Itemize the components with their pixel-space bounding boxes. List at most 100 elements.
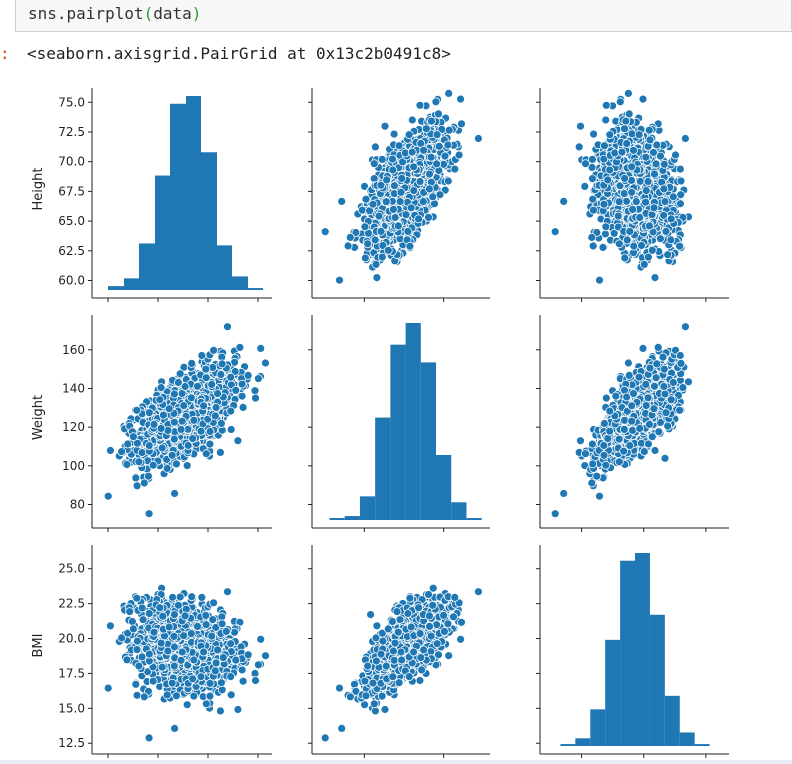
scatter-point bbox=[599, 199, 609, 209]
scatter-point bbox=[226, 425, 236, 434]
hist-bar bbox=[390, 344, 406, 520]
scatter-point bbox=[635, 213, 645, 222]
scatter-point bbox=[189, 415, 199, 425]
hist-bar bbox=[155, 175, 170, 290]
hist-bar bbox=[108, 286, 124, 290]
scatter-point bbox=[619, 189, 629, 199]
hist-bar bbox=[329, 518, 345, 520]
scatter-point bbox=[617, 147, 627, 157]
hist-bar bbox=[217, 245, 232, 290]
scatter-point bbox=[401, 210, 411, 220]
scatter-point bbox=[589, 129, 598, 139]
y-tick-label: 100 bbox=[62, 459, 85, 473]
scatter-point bbox=[676, 199, 685, 209]
y-tick-label: 67.5 bbox=[58, 184, 85, 198]
y-tick-label: 72.5 bbox=[58, 125, 85, 139]
scatter-point bbox=[394, 141, 404, 151]
scatter-point bbox=[148, 460, 158, 470]
code-cell[interactable]: sns.pairplot(data) bbox=[15, 0, 792, 32]
scatter-point bbox=[177, 416, 187, 426]
scatter-point bbox=[660, 197, 670, 207]
scatter-point bbox=[223, 322, 232, 332]
scatter-point bbox=[213, 389, 223, 399]
scatter-point bbox=[197, 351, 207, 360]
scatter-point bbox=[641, 152, 651, 162]
scatter-point bbox=[409, 186, 419, 196]
scatter-point bbox=[671, 150, 680, 160]
scatter-point bbox=[182, 461, 192, 471]
scatter-point bbox=[405, 241, 415, 251]
scatter-point bbox=[660, 453, 670, 463]
scatter-point bbox=[144, 408, 154, 418]
scatter-points bbox=[550, 89, 693, 285]
scatter-point bbox=[320, 227, 330, 237]
scatter-point bbox=[622, 196, 631, 206]
scatter-point bbox=[620, 173, 629, 183]
scatter-point bbox=[621, 116, 631, 126]
scatter-point bbox=[251, 393, 260, 403]
scatter-point bbox=[357, 205, 367, 215]
scatter-point bbox=[369, 159, 379, 169]
scatter-point bbox=[372, 273, 382, 283]
scatter-points bbox=[320, 89, 483, 285]
hist-bar bbox=[170, 103, 186, 290]
scatter-point bbox=[595, 275, 604, 285]
hist-bar bbox=[436, 454, 452, 520]
scatter-point bbox=[201, 449, 211, 459]
scatter-point bbox=[382, 175, 392, 185]
scatter-point bbox=[117, 447, 126, 457]
scatter-point bbox=[675, 164, 685, 174]
hist-bar bbox=[375, 417, 391, 520]
scatter-point bbox=[650, 273, 660, 283]
scatter-point bbox=[615, 97, 625, 107]
scatter-point bbox=[559, 196, 569, 206]
scatter-point bbox=[414, 214, 424, 224]
scatter-point bbox=[627, 162, 637, 172]
scatter-point bbox=[103, 491, 113, 501]
scatter-point bbox=[238, 402, 248, 412]
scatter-point bbox=[377, 252, 387, 262]
scatter-point bbox=[193, 381, 202, 391]
scatter-point bbox=[639, 259, 649, 269]
scatter-point bbox=[388, 154, 397, 164]
scatter-point bbox=[237, 379, 247, 389]
scatter-point bbox=[418, 197, 428, 207]
scatter-point bbox=[209, 345, 219, 355]
scatter-point bbox=[250, 386, 260, 396]
scatter-point bbox=[403, 226, 413, 236]
scatter-point bbox=[388, 165, 398, 175]
scatter-point bbox=[351, 228, 361, 237]
panel-height-vs-bmi bbox=[536, 88, 729, 302]
scatter-point bbox=[156, 383, 166, 393]
scatter-point bbox=[243, 370, 253, 380]
scatter-point bbox=[380, 121, 390, 131]
scatter-point bbox=[676, 190, 686, 200]
scatter-point bbox=[614, 239, 624, 249]
scatter-point bbox=[631, 197, 641, 207]
scatter-point bbox=[622, 235, 632, 245]
panel-weight-vs-weight bbox=[308, 315, 490, 532]
y-axis-label: Weight bbox=[31, 395, 46, 440]
scatter-point bbox=[389, 129, 399, 139]
scatter-point bbox=[663, 250, 673, 260]
scatter-point bbox=[668, 192, 678, 202]
scatter-point bbox=[337, 196, 347, 206]
scatter-point bbox=[681, 134, 690, 143]
scatter-points bbox=[550, 322, 693, 519]
scatter-point bbox=[396, 187, 406, 197]
scatter-point bbox=[450, 164, 460, 174]
hist-bar bbox=[420, 362, 437, 520]
scatter-point bbox=[137, 448, 147, 458]
scatter-point bbox=[614, 197, 624, 207]
scatter-point bbox=[601, 222, 611, 232]
scatter-point bbox=[390, 213, 400, 222]
scatter-point bbox=[370, 235, 380, 245]
scatter-point bbox=[134, 457, 144, 467]
scatter-point bbox=[393, 221, 403, 231]
output-text[interactable]: <seaborn.axisgrid.PairGrid at 0x13c2b049… bbox=[27, 44, 451, 63]
scatter-point bbox=[363, 239, 373, 249]
scatter-point bbox=[211, 403, 221, 412]
scatter-point bbox=[661, 226, 671, 236]
scatter-point bbox=[371, 259, 381, 269]
